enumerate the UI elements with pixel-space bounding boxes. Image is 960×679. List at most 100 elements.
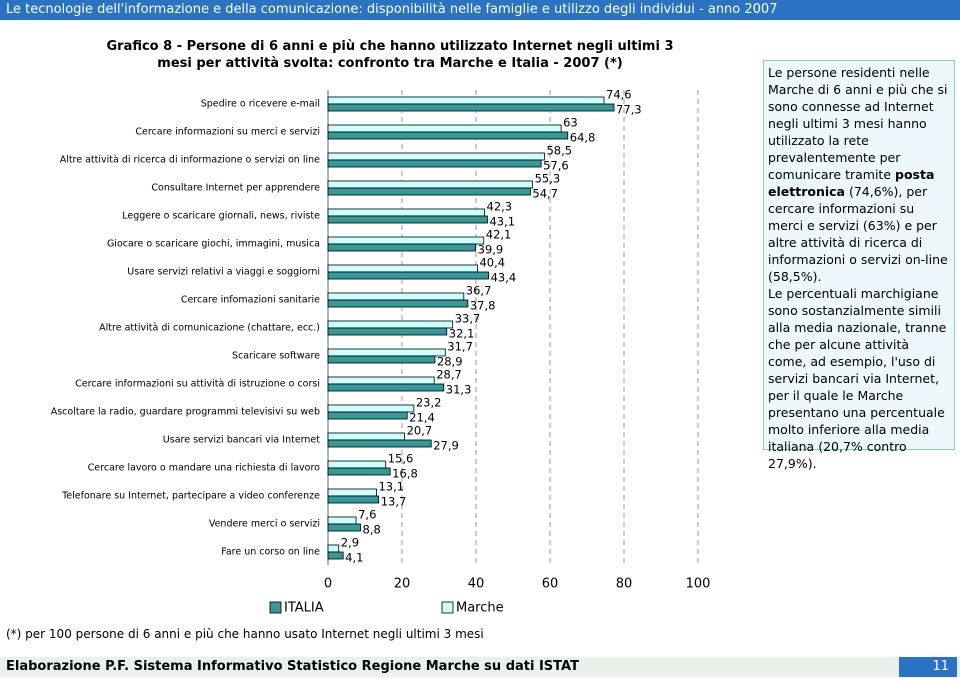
category-label: Fare un corso on line [221, 547, 320, 558]
value-label: 43,1 [489, 215, 515, 229]
value-label: 63 [563, 116, 578, 130]
bar [327, 460, 387, 469]
category-label: Ascoltare la radio, guardare programmi t… [51, 407, 320, 418]
sidebar: Le persone residenti nelle Marche di 6 a… [763, 60, 955, 471]
bar [327, 383, 445, 392]
value-label: 39,9 [478, 243, 504, 257]
bar [327, 152, 545, 161]
value-label: 32,1 [449, 327, 475, 341]
bar [327, 411, 408, 420]
sidebar-text: (74,6%), per cercare informazioni su mer… [768, 184, 948, 284]
value-label: 31,7 [447, 340, 473, 354]
x-tick-label: 20 [394, 577, 411, 592]
sidebar-text: posta elettronica [768, 167, 935, 199]
bar [327, 180, 534, 189]
bar [327, 271, 489, 280]
footer-source: Elaborazione P.F. Sistema Informativo St… [0, 657, 960, 677]
page-number: 11 [899, 657, 957, 677]
bar [327, 215, 488, 224]
category-label: Usare servizi relativi a viaggi e soggio… [127, 267, 320, 278]
value-label: 27,9 [433, 439, 459, 453]
x-tick-label: 60 [542, 577, 559, 592]
bar [327, 159, 542, 168]
value-label: 8,8 [363, 523, 381, 537]
sidebar-text: Le percentuali marchigiane sono sostanzi… [768, 286, 947, 471]
value-label: 74,6 [606, 88, 632, 102]
value-label: 58,5 [546, 144, 572, 158]
bar [327, 124, 562, 133]
header-title: Le tecnologie dell'informazione e della … [0, 0, 960, 20]
category-label: Usare servizi bancari via Internet [163, 435, 320, 446]
value-label: 31,3 [446, 383, 472, 397]
value-label: 21,4 [409, 411, 435, 425]
value-label: 20,7 [407, 424, 433, 438]
value-label: 54,7 [532, 187, 558, 201]
x-tick-label: 80 [616, 577, 633, 592]
x-tick-label: 40 [468, 577, 485, 592]
bar [327, 292, 465, 301]
legend-label: ITALIA [284, 601, 324, 616]
category-label: Altre attività di ricerca di informazion… [60, 155, 320, 166]
value-label: 57,6 [543, 159, 569, 173]
bar [327, 355, 436, 364]
value-label: 13,7 [381, 495, 407, 509]
value-label: 28,9 [437, 355, 463, 369]
bar [327, 103, 615, 112]
value-label: 13,1 [378, 480, 404, 494]
value-label: 77,3 [616, 103, 642, 117]
bar [327, 208, 485, 217]
category-label: Cercare infomazioni sanitarie [181, 295, 320, 306]
category-label: Scaricare software [232, 351, 320, 362]
value-label: 16,8 [392, 467, 418, 481]
chart-title: Grafico 8 - Persone di 6 anni e più che … [106, 39, 674, 71]
value-label: 42,1 [486, 228, 512, 242]
category-label: Altre attività di comunicazione (chattar… [99, 323, 320, 334]
category-label: Cercare lavoro o mandare una richiesta d… [88, 463, 321, 474]
category-label: Leggere o scaricare giornali, news, rivi… [122, 211, 320, 222]
category-label: Cercare informazioni su merci e servizi [135, 127, 320, 138]
sidebar-paragraph: Le percentuali marchigiane sono sostanzi… [768, 285, 950, 472]
value-label: 2,9 [341, 536, 359, 550]
bar [327, 320, 454, 329]
bar [327, 432, 405, 441]
value-label: 37,8 [470, 299, 496, 313]
bar [327, 236, 485, 245]
category-label: Vendere merci o servizi [209, 519, 320, 530]
bar [327, 516, 357, 525]
bar [327, 404, 415, 413]
legend-label: Marche [456, 601, 504, 616]
value-label: 42,3 [487, 200, 513, 214]
x-tick-label: 0 [324, 577, 332, 592]
bar [327, 467, 391, 476]
value-label: 23,2 [416, 396, 442, 410]
bar [327, 495, 380, 504]
bar [327, 488, 377, 497]
value-label: 7,6 [358, 508, 376, 522]
bar [327, 187, 531, 196]
value-label: 43,4 [491, 271, 517, 285]
legend-swatch [441, 601, 454, 614]
bar [327, 348, 446, 357]
bar [327, 327, 448, 336]
value-label: 64,8 [570, 131, 596, 145]
bar [327, 376, 435, 385]
bar [327, 544, 340, 553]
value-label: 40,4 [479, 256, 505, 270]
value-label: 4,1 [345, 551, 363, 565]
legend-swatch [269, 601, 282, 614]
footnote: (*) per 100 persone di 6 anni e più che … [6, 627, 484, 641]
bar [327, 131, 569, 140]
category-label: Consultare Internet per apprendere [151, 183, 320, 194]
bar [327, 264, 478, 273]
bar [327, 439, 432, 448]
value-label: 55,3 [535, 172, 561, 186]
bar [327, 299, 469, 308]
bar [327, 96, 605, 105]
value-label: 28,7 [436, 368, 462, 382]
x-tick-label: 100 [686, 577, 711, 592]
category-label: Telefonare su Internet, partecipare a vi… [61, 491, 320, 502]
bar [327, 523, 361, 532]
value-label: 15,6 [388, 452, 414, 466]
